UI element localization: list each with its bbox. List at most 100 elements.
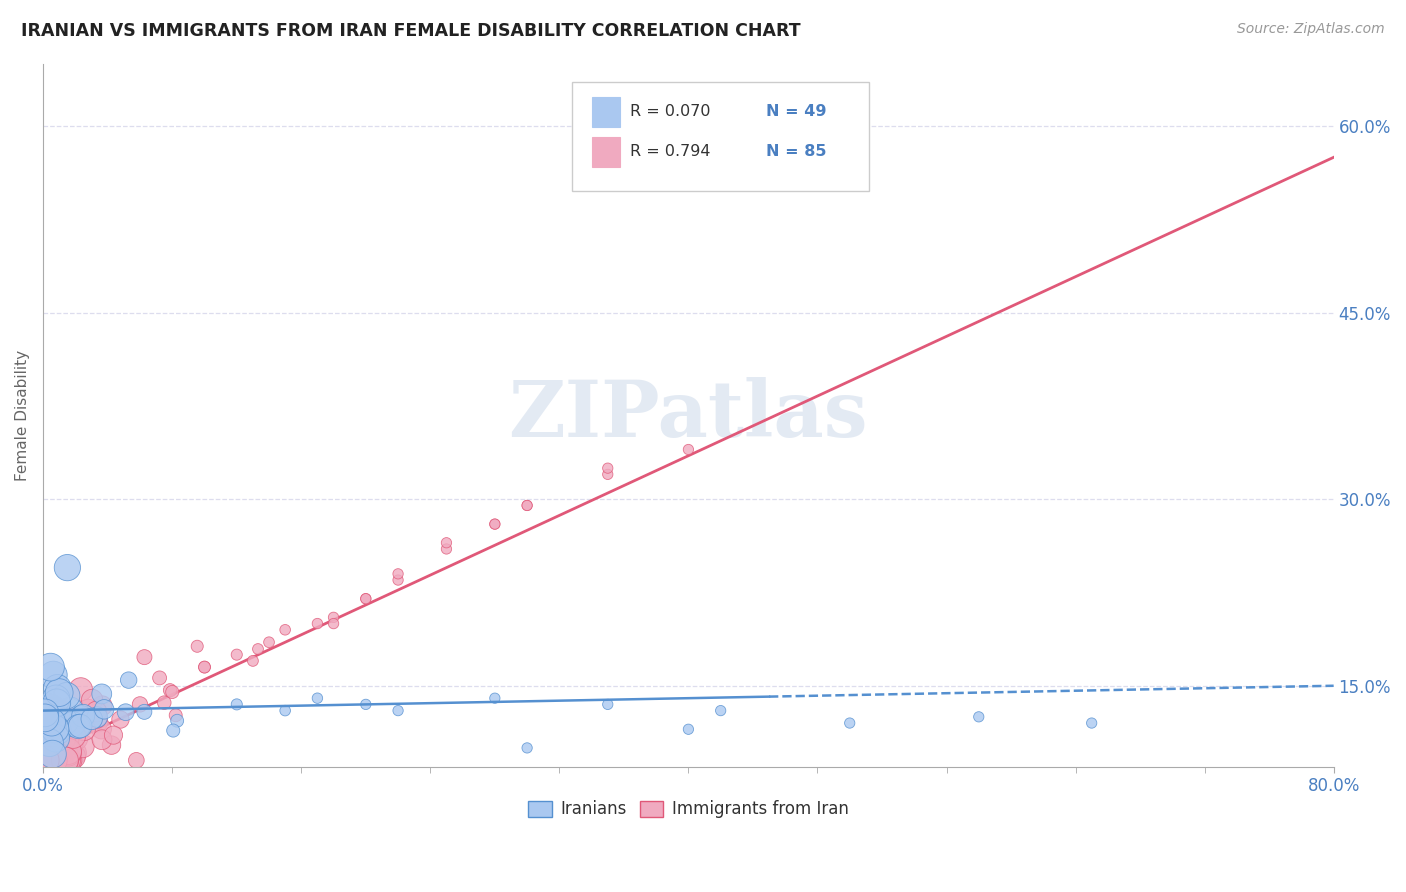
Point <box>246 642 269 657</box>
Point <box>93 702 115 716</box>
Point <box>62 729 84 743</box>
Point <box>322 616 344 631</box>
Point <box>72 739 94 754</box>
Point <box>44 749 66 764</box>
Point <box>53 753 76 767</box>
Point <box>114 705 136 719</box>
Point <box>45 731 67 746</box>
Point <box>86 705 108 719</box>
Point <box>39 701 62 715</box>
Point <box>58 744 80 758</box>
Point <box>307 691 329 706</box>
Point <box>354 591 377 606</box>
Point <box>46 681 69 696</box>
Point <box>34 706 56 720</box>
Point <box>186 640 208 654</box>
Point <box>41 704 63 718</box>
Point <box>38 725 60 739</box>
FancyBboxPatch shape <box>572 82 869 191</box>
Point <box>86 711 108 725</box>
Point <box>134 705 156 719</box>
Point <box>58 753 80 767</box>
Text: ZIPatlas: ZIPatlas <box>509 377 869 453</box>
Point <box>110 713 132 727</box>
Point <box>100 738 122 752</box>
Point <box>125 753 148 767</box>
Point <box>39 714 62 728</box>
Point <box>90 722 112 736</box>
Y-axis label: Female Disability: Female Disability <box>15 350 30 481</box>
Point <box>39 702 62 716</box>
Point <box>35 753 58 767</box>
Point <box>48 685 70 699</box>
Point <box>34 748 56 763</box>
Point <box>436 535 458 549</box>
Point <box>56 560 79 574</box>
Point <box>45 753 67 767</box>
Point <box>42 753 65 767</box>
Point <box>35 719 58 733</box>
Point <box>1080 716 1102 731</box>
Point <box>41 715 63 730</box>
Point <box>274 623 297 637</box>
Point <box>52 742 75 756</box>
Point <box>59 738 82 752</box>
Text: Source: ZipAtlas.com: Source: ZipAtlas.com <box>1237 22 1385 37</box>
Point <box>387 566 409 581</box>
Point <box>67 720 90 734</box>
Point <box>38 736 60 750</box>
Point <box>34 753 56 767</box>
Point <box>48 753 70 767</box>
Point <box>516 499 538 513</box>
Point <box>73 722 96 736</box>
Point <box>82 693 104 707</box>
Point <box>153 696 176 710</box>
Point <box>967 710 990 724</box>
Point <box>242 654 264 668</box>
Point <box>193 660 215 674</box>
Point <box>44 722 66 736</box>
Point <box>103 728 125 742</box>
Point <box>69 719 91 733</box>
Point <box>678 442 700 457</box>
Point <box>225 648 247 662</box>
Point <box>77 703 100 717</box>
Point <box>45 692 67 706</box>
Point <box>46 723 69 738</box>
Point <box>484 691 506 706</box>
Point <box>596 467 619 482</box>
Point <box>46 753 69 767</box>
Point <box>55 733 77 747</box>
Point <box>354 591 377 606</box>
Point <box>436 541 458 556</box>
Point <box>58 746 80 760</box>
Point <box>354 698 377 712</box>
Point <box>91 698 114 713</box>
Point <box>159 683 181 698</box>
Point <box>86 710 108 724</box>
Point <box>34 731 56 746</box>
Point <box>34 753 56 767</box>
Point <box>322 610 344 624</box>
Point <box>387 573 409 587</box>
Point <box>225 698 247 712</box>
Point <box>63 746 86 760</box>
Point <box>257 635 280 649</box>
Point <box>34 711 56 725</box>
Point <box>86 714 108 729</box>
Point <box>34 753 56 767</box>
Text: IRANIAN VS IMMIGRANTS FROM IRAN FEMALE DISABILITY CORRELATION CHART: IRANIAN VS IMMIGRANTS FROM IRAN FEMALE D… <box>21 22 800 40</box>
Point <box>53 753 76 767</box>
Point <box>484 517 506 532</box>
Point <box>162 685 184 699</box>
Point <box>37 739 59 754</box>
Point <box>62 749 84 764</box>
Point <box>516 740 538 755</box>
Point <box>838 716 860 731</box>
Point <box>53 714 76 729</box>
Point <box>45 696 67 710</box>
Point <box>710 704 733 718</box>
Point <box>34 753 56 767</box>
Point <box>596 461 619 475</box>
Point <box>46 721 69 735</box>
